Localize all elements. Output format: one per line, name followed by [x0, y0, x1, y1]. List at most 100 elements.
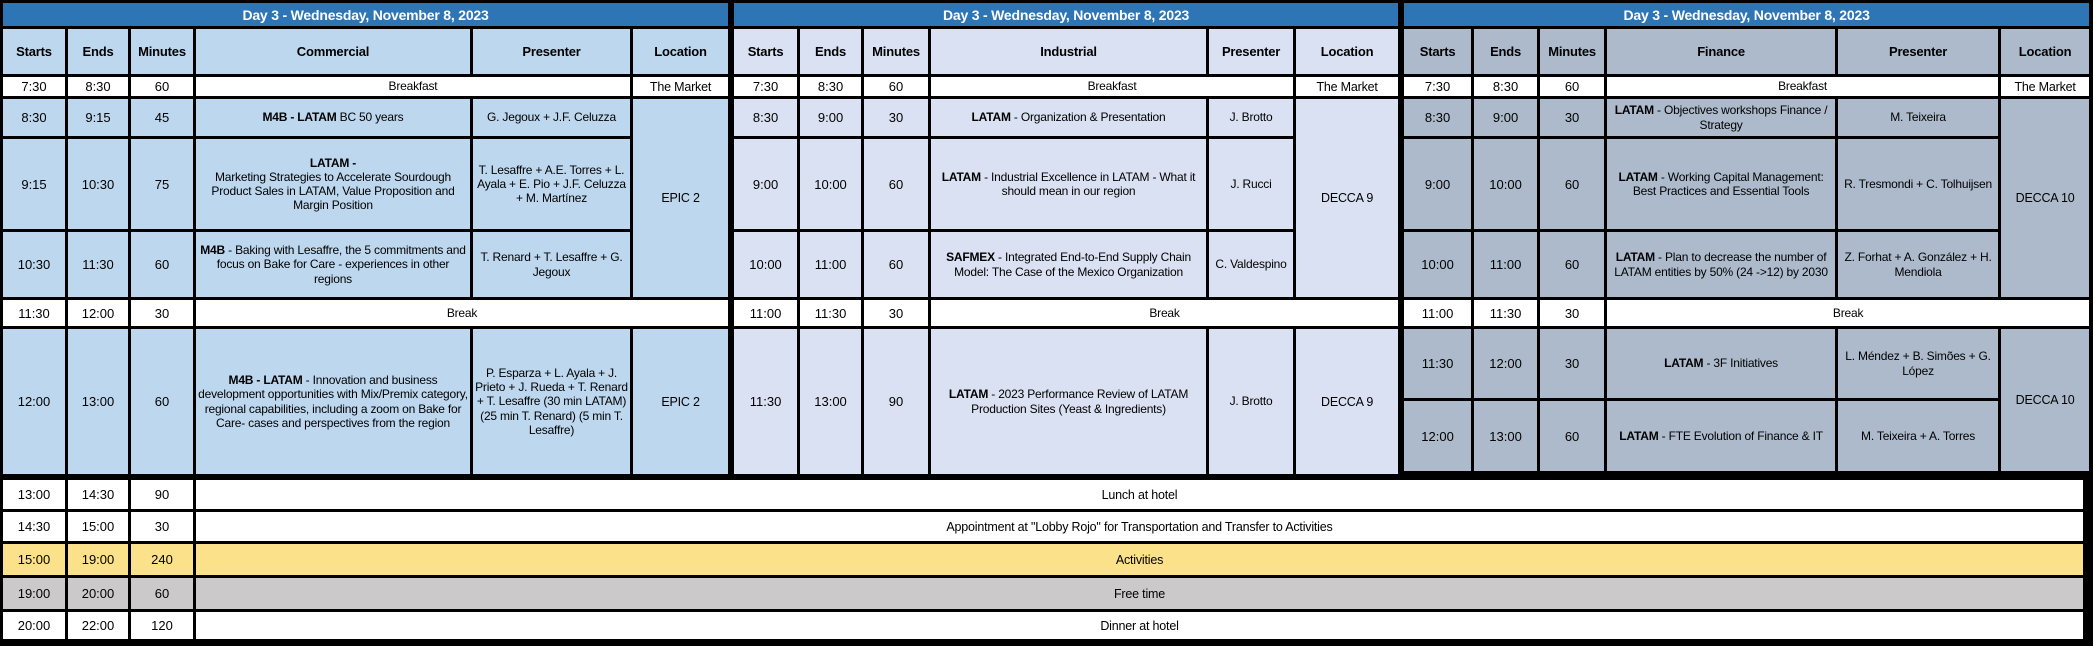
cell-minutes: 120: [128, 609, 196, 642]
col-header-minutes: Minutes: [1537, 26, 1608, 77]
cell-minutes: 30: [128, 297, 196, 329]
session-title: LATAM - 3F Initiatives: [1604, 326, 1839, 401]
cell-starts: 12:00: [0, 326, 68, 477]
cell-ends: 11:00: [1471, 229, 1541, 300]
breakfast-label: Breakfast: [193, 74, 633, 99]
cell-ends: 9:15: [65, 96, 131, 139]
cell-starts: 19:00: [0, 575, 68, 612]
presenter-cell: T. Renard + T. Lesaffre + G. Jegoux: [470, 229, 633, 300]
col-header-track: Finance: [1604, 26, 1839, 77]
free-time-label: Free time: [193, 575, 2086, 612]
session-title: LATAM - Industrial Excellence in LATAM -…: [928, 136, 1210, 232]
cell-ends: 8:30: [797, 74, 865, 99]
cell-ends: 9:00: [1471, 96, 1541, 139]
cell-starts: 9:00: [1401, 136, 1475, 232]
col-header-starts: Starts: [731, 26, 801, 77]
cell-starts: 11:30: [0, 297, 68, 329]
cell-minutes: 240: [128, 541, 196, 578]
session-title: LATAM - 2023 Performance Review of LATAM…: [928, 326, 1210, 477]
cell-starts: 14:30: [0, 509, 68, 544]
cell-starts: 8:30: [1401, 96, 1475, 139]
cell-minutes: 60: [861, 74, 932, 99]
cell-starts: 9:15: [0, 136, 68, 232]
col-header-starts: Starts: [0, 26, 68, 77]
cell-minutes: 75: [128, 136, 196, 232]
col-header-location: Location: [1998, 26, 2093, 77]
cell-starts: 11:00: [731, 297, 801, 329]
presenter-cell: M. Teixeira + A. Torres: [1835, 398, 2002, 474]
lunch-label: Lunch at hotel: [193, 477, 2086, 512]
presenter-cell: C. Valdespino: [1206, 229, 1297, 300]
cell-starts: 20:00: [0, 609, 68, 642]
presenter-cell: G. Jegoux + J.F. Celuzza: [470, 96, 633, 139]
cell-ends: 8:30: [1471, 74, 1541, 99]
cell-minutes: 60: [128, 326, 196, 477]
cell-ends: 10:30: [65, 136, 131, 232]
cell-minutes: 30: [1537, 96, 1608, 139]
cell-starts: 11:00: [1401, 297, 1475, 329]
breakfast-location: The Market: [1293, 74, 1402, 99]
cell-minutes: 45: [128, 96, 196, 139]
tracks-section: Day 3 - Wednesday, November 8, 2023 Star…: [0, 0, 2093, 477]
break-label: Break: [192, 297, 732, 329]
cell-starts: 15:00: [0, 541, 68, 578]
presenter-cell: P. Esparza + L. Ayala + J. Prieto + J. R…: [470, 326, 633, 477]
col-header-ends: Ends: [1471, 26, 1541, 77]
cell-starts: 10:30: [0, 229, 68, 300]
presenter-cell: M. Teixeira: [1835, 96, 2002, 139]
table-commercial: Day 3 - Wednesday, November 8, 2023 Star…: [0, 0, 732, 477]
cell-ends: 20:00: [65, 575, 131, 612]
cell-ends: 9:00: [797, 96, 865, 139]
col-header-starts: Starts: [1401, 26, 1475, 77]
cell-minutes: 30: [861, 297, 932, 329]
location-cell: EPIC 2: [629, 96, 732, 300]
cell-minutes: 30: [861, 96, 932, 139]
cell-minutes: 30: [1537, 326, 1608, 401]
break-label: Break: [1604, 297, 2093, 329]
cell-starts: 8:30: [731, 96, 801, 139]
col-header-track: Commercial: [193, 26, 473, 77]
cell-minutes: 90: [861, 326, 932, 477]
cell-minutes: 60: [1537, 229, 1608, 300]
cell-minutes: 30: [1537, 297, 1608, 329]
presenter-cell: J. Brotto: [1206, 96, 1297, 139]
session-title: M4B - LATAM - Innovation and business de…: [193, 326, 473, 477]
table-finance: Day 3 - Wednesday, November 8, 2023 Star…: [1401, 0, 2093, 474]
location-cell: DECCA 9: [1293, 96, 1402, 300]
cell-ends: 13:00: [797, 326, 865, 477]
cell-ends: 12:00: [1471, 326, 1541, 401]
presenter-cell: R. Tresmondi + C. Tolhuijsen: [1835, 136, 2002, 232]
session-title: LATAM - Working Capital Management: Best…: [1604, 136, 1839, 232]
presenter-cell: J. Rucci: [1206, 136, 1297, 232]
session-title: LATAM - Objectives workshops Finance / S…: [1604, 96, 1839, 139]
dinner-label: Dinner at hotel: [193, 609, 2086, 642]
presenter-cell: J. Brotto: [1206, 326, 1297, 477]
col-header-presenter: Presenter: [470, 26, 633, 77]
col-header-ends: Ends: [797, 26, 865, 77]
session-title: LATAM - FTE Evolution of Finance & IT: [1604, 398, 1839, 474]
col-header-minutes: Minutes: [861, 26, 932, 77]
cell-minutes: 30: [128, 509, 196, 544]
cell-ends: 13:00: [1471, 398, 1541, 474]
cell-ends: 8:30: [65, 74, 131, 99]
session-title: LATAM - Marketing Strategies to Accelera…: [193, 136, 473, 232]
cell-starts: 10:00: [731, 229, 801, 300]
cell-ends: 14:30: [65, 477, 131, 512]
presenter-cell: L. Méndez + B. Simões + G. López: [1835, 326, 2002, 401]
session-title: SAFMEX - Integrated End-to-End Supply Ch…: [928, 229, 1210, 300]
cell-starts: 7:30: [731, 74, 801, 99]
cell-minutes: 60: [128, 74, 196, 99]
session-title: LATAM - Plan to decrease the number of L…: [1604, 229, 1839, 300]
location-cell: EPIC 2: [629, 326, 732, 477]
cell-minutes: 60: [861, 136, 932, 232]
cell-ends: 11:00: [797, 229, 865, 300]
location-cell: DECCA 10: [1998, 96, 2093, 300]
location-cell: DECCA 9: [1293, 326, 1402, 477]
break-label: Break: [928, 297, 1402, 329]
cell-minutes: 60: [861, 229, 932, 300]
activities-label: Activities: [193, 541, 2086, 578]
col-header-minutes: Minutes: [128, 26, 196, 77]
day-title: Day 3 - Wednesday, November 8, 2023: [731, 0, 1402, 29]
col-header-track: Industrial: [928, 26, 1210, 77]
